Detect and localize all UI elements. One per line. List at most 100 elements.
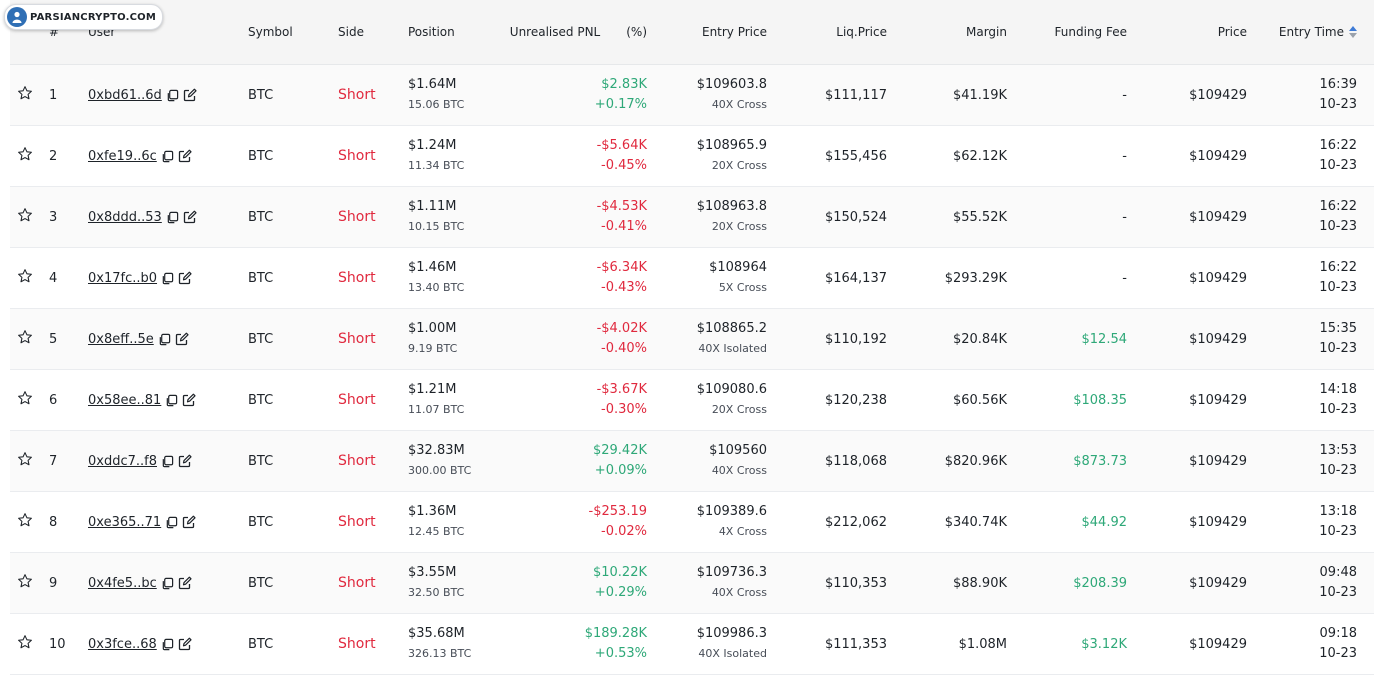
- row-margin: $1.08M: [958, 636, 1007, 652]
- table-row[interactable]: 3 0x8ddd..53 BTC Short $1.11M 10.15 BTC -$4.53…: [10, 187, 1374, 248]
- table-row[interactable]: 6 0x58ee..81 BTC Short $1.21M 11.07 BTC -$3.67…: [10, 370, 1374, 431]
- row-position: $1.24M 11.34 BTC: [408, 136, 518, 176]
- table-row[interactable]: 5 0x8eff..5e BTC Short $1.00M 9.19 BTC -$4.02K…: [10, 309, 1374, 370]
- copy-icon[interactable]: [166, 211, 179, 224]
- copy-icon[interactable]: [161, 577, 174, 590]
- favorite-star-icon[interactable]: [10, 207, 40, 227]
- row-position: $1.21M 11.07 BTC: [408, 380, 518, 420]
- row-user: 0x17fc..b0: [88, 271, 248, 286]
- favorite-star-icon[interactable]: [10, 85, 40, 105]
- user-address-link[interactable]: 0x3fce..68: [88, 636, 157, 652]
- edit-icon[interactable]: [183, 210, 197, 224]
- favorite-star-icon[interactable]: [10, 146, 40, 166]
- user-address-link[interactable]: 0x8eff..5e: [88, 331, 154, 347]
- row-entry-time: 16:22 10-23: [1247, 258, 1357, 298]
- user-address-link[interactable]: 0x17fc..b0: [88, 270, 158, 286]
- header-rank: #: [49, 25, 60, 39]
- table-row[interactable]: 8 0xe365..71 BTC Short $1.36M 12.45 BTC -$253.…: [10, 492, 1374, 553]
- sort-icon[interactable]: [1349, 26, 1357, 38]
- header-side[interactable]: Side: [338, 25, 364, 39]
- row-symbol: BTC: [248, 148, 274, 164]
- favorite-star-icon[interactable]: [10, 390, 40, 410]
- table-row[interactable]: 7 0xddc7..f8 BTC Short $32.83M 300.00 BTC $29.…: [10, 431, 1374, 492]
- row-side: Short: [338, 87, 376, 103]
- position-size: 326.13 BTC: [408, 647, 472, 660]
- row-side: Short: [338, 209, 376, 225]
- copy-icon[interactable]: [158, 333, 171, 346]
- favorite-star-icon[interactable]: [10, 634, 40, 654]
- pnl-value: $189.28K: [584, 626, 647, 641]
- header-liq-price[interactable]: Liq.Price: [836, 25, 887, 39]
- table-row[interactable]: 1 0xbd61..6d BTC Short $1.64M 15.06 BTC $2.83K…: [10, 65, 1374, 126]
- entry-date: 10-23: [1319, 463, 1357, 478]
- position-size: 11.34 BTC: [408, 159, 465, 172]
- edit-icon[interactable]: [175, 332, 189, 346]
- header-entry-time-label: Entry Time: [1278, 25, 1344, 39]
- row-position: $32.83M 300.00 BTC: [408, 441, 518, 481]
- table-row[interactable]: 10 0x3fce..68 BTC Short $35.68M 326.13 BTC $18…: [10, 614, 1374, 675]
- row-price: $109429: [1189, 148, 1247, 164]
- row-entry-price: $109080.6 20X Cross: [647, 380, 767, 420]
- row-rank: 8: [49, 514, 58, 530]
- row-funding-fee: -: [1122, 148, 1127, 164]
- row-margin: $55.52K: [952, 209, 1007, 225]
- position-value: $1.24M: [408, 138, 457, 153]
- favorite-star-icon[interactable]: [10, 451, 40, 471]
- user-address-link[interactable]: 0xbd61..6d: [88, 87, 162, 103]
- header-entry-time[interactable]: Entry Time: [1247, 25, 1357, 39]
- row-price: $109429: [1189, 453, 1247, 469]
- entry-date: 10-23: [1319, 585, 1357, 600]
- position-value: $1.46M: [408, 260, 457, 275]
- header-symbol[interactable]: Symbol: [248, 25, 293, 39]
- row-side: Short: [338, 148, 376, 164]
- edit-icon[interactable]: [178, 637, 192, 651]
- favorite-star-icon[interactable]: [10, 268, 40, 288]
- entry-price-value: $108963.8: [696, 199, 767, 214]
- edit-icon[interactable]: [183, 88, 197, 102]
- position-value: $1.11M: [408, 199, 457, 214]
- copy-icon[interactable]: [161, 272, 174, 285]
- row-price: $109429: [1189, 514, 1247, 530]
- user-address-link[interactable]: 0x58ee..81: [88, 392, 162, 408]
- edit-icon[interactable]: [178, 576, 192, 590]
- row-user: 0x8ddd..53: [88, 210, 248, 225]
- copy-icon[interactable]: [161, 455, 174, 468]
- row-liq-price: $150,524: [824, 209, 887, 225]
- edit-icon[interactable]: [182, 393, 196, 407]
- header-unrealised-pnl[interactable]: Unrealised PNL (%): [510, 25, 647, 39]
- header-funding-fee[interactable]: Funding Fee: [1054, 25, 1127, 39]
- user-address-link[interactable]: 0x8ddd..53: [88, 209, 162, 225]
- header-margin[interactable]: Margin: [966, 25, 1007, 39]
- edit-icon[interactable]: [178, 149, 192, 163]
- copy-icon[interactable]: [165, 394, 178, 407]
- table-row[interactable]: 2 0xfe19..6c BTC Short $1.24M 11.34 BTC -$5.64…: [10, 126, 1374, 187]
- copy-icon[interactable]: [161, 638, 174, 651]
- row-symbol: BTC: [248, 636, 274, 652]
- position-value: $35.68M: [408, 626, 465, 641]
- row-symbol: BTC: [248, 331, 274, 347]
- leverage-mode: 40X Isolated: [698, 342, 767, 355]
- edit-icon[interactable]: [178, 454, 192, 468]
- header-entry-price[interactable]: Entry Price: [701, 25, 767, 39]
- edit-icon[interactable]: [182, 515, 196, 529]
- user-address-link[interactable]: 0x4fe5..bc: [88, 575, 157, 591]
- copy-icon[interactable]: [161, 150, 174, 163]
- row-funding-fee: $44.92: [1081, 514, 1128, 530]
- favorite-star-icon[interactable]: [10, 329, 40, 349]
- table-row[interactable]: 9 0x4fe5..bc BTC Short $3.55M 32.50 BTC $10.22…: [10, 553, 1374, 614]
- user-address-link[interactable]: 0xe365..71: [88, 514, 162, 530]
- user-address-link[interactable]: 0xfe19..6c: [88, 148, 157, 164]
- favorite-star-icon[interactable]: [10, 573, 40, 593]
- user-address-link[interactable]: 0xddc7..f8: [88, 453, 157, 469]
- header-position[interactable]: Position: [408, 25, 455, 39]
- row-symbol: BTC: [248, 270, 274, 286]
- header-price[interactable]: Price: [1217, 25, 1247, 39]
- edit-icon[interactable]: [178, 271, 192, 285]
- table-body: 1 0xbd61..6d BTC Short $1.64M 15.06 BTC $2.83K…: [10, 65, 1374, 675]
- copy-icon[interactable]: [165, 516, 178, 529]
- favorite-star-icon[interactable]: [10, 512, 40, 532]
- position-value: $1.64M: [408, 77, 457, 92]
- table-row[interactable]: 4 0x17fc..b0 BTC Short $1.46M 13.40 BTC -$6.34…: [10, 248, 1374, 309]
- entry-time: 16:22: [1319, 138, 1357, 153]
- copy-icon[interactable]: [166, 89, 179, 102]
